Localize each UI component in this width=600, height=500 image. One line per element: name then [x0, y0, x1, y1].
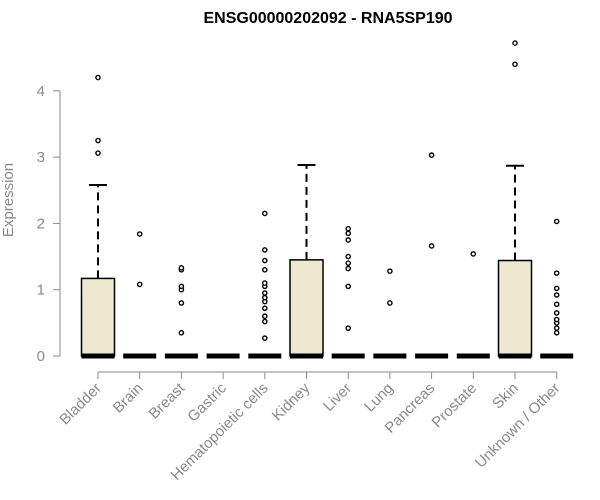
- outlier-11-4: [553, 310, 560, 316]
- outlier-2-0: [178, 329, 185, 336]
- y-axis-label: Expression: [0, 163, 17, 237]
- x-tick-label-6: Liver: [320, 380, 355, 415]
- outlier-4-10: [261, 257, 268, 264]
- outlier-4-2: [261, 313, 268, 320]
- box-8: [415, 152, 449, 359]
- outlier-4-11: [261, 247, 268, 253]
- x-tick-label-5: Kidney: [269, 379, 314, 424]
- outlier-10-1: [512, 40, 518, 46]
- box-5: [289, 164, 324, 359]
- outlier-6-1: [345, 283, 352, 290]
- outlier-6-3: [345, 260, 352, 266]
- x-tick-label-0: Bladder: [56, 380, 105, 429]
- outlier-8-1: [428, 152, 435, 158]
- outlier-6-2: [345, 265, 352, 272]
- x-tick-label-7: Lung: [361, 380, 397, 416]
- box-4: [248, 210, 282, 359]
- outlier-1-1: [136, 231, 143, 237]
- x-tick-label-10: Skin: [489, 380, 522, 413]
- outlier-2-3: [178, 283, 185, 290]
- y-axis: 0 1 2 3 4: [37, 83, 61, 365]
- outlier-6-7: [345, 225, 352, 232]
- outlier-0-1: [95, 137, 101, 144]
- outlier-4-8: [261, 280, 268, 286]
- outlier-6-0: [345, 325, 352, 331]
- outlier-4-12: [261, 210, 268, 217]
- outlier-0-0: [95, 150, 101, 156]
- outlier-11-7: [553, 285, 560, 292]
- outlier-11-8: [553, 270, 560, 276]
- outlier-4-9: [261, 267, 268, 273]
- outlier-6-6: [345, 230, 352, 237]
- outlier-4-0: [261, 335, 268, 341]
- x-tick-label-2: Breast: [146, 379, 189, 422]
- box-body-0: [80, 277, 116, 357]
- box-0: [80, 74, 116, 359]
- x-tick-label-9: Prostate: [429, 380, 481, 432]
- box-6: [331, 225, 365, 359]
- outlier-0-2: [95, 74, 101, 81]
- outlier-4-5: [261, 294, 268, 301]
- outlier-11-6: [553, 292, 560, 298]
- box-body-10: [497, 259, 533, 357]
- outlier-8-0: [428, 243, 435, 249]
- chart-title: ENSG00000202092 - RNA5SP190: [203, 10, 452, 27]
- y-tick-label-4: 4: [37, 83, 45, 100]
- outlier-11-3: [553, 316, 560, 323]
- y-tick-label-3: 3: [37, 149, 45, 166]
- plot-area: [80, 40, 574, 359]
- outlier-4-1: [261, 318, 268, 325]
- outlier-2-1: [178, 300, 185, 306]
- y-tick-label-0: 0: [37, 348, 45, 365]
- outlier-11-0: [553, 329, 560, 336]
- outlier-2-5: [178, 265, 185, 271]
- y-tick-label-1: 1: [37, 282, 45, 299]
- box-2: [164, 265, 198, 359]
- outlier-7-0: [387, 300, 393, 306]
- y-tick-label-2: 2: [37, 215, 45, 232]
- outlier-6-5: [345, 237, 352, 243]
- box-7: [373, 268, 407, 359]
- outlier-10-0: [512, 61, 518, 68]
- box-1: [123, 231, 157, 359]
- outlier-4-6: [261, 290, 268, 296]
- box-11: [540, 218, 574, 359]
- x-tick-label-1: Brain: [110, 380, 147, 417]
- outlier-9-0: [470, 251, 477, 257]
- outlier-6-4: [345, 253, 352, 260]
- box-9: [456, 251, 490, 359]
- box-10: [497, 40, 533, 359]
- box-body-5: [289, 259, 324, 357]
- outlier-4-3: [261, 305, 268, 312]
- outlier-11-5: [553, 301, 560, 308]
- outlier-11-9: [553, 218, 560, 225]
- outlier-1-0: [136, 281, 143, 288]
- outlier-7-1: [387, 268, 393, 274]
- outlier-11-1: [553, 325, 560, 331]
